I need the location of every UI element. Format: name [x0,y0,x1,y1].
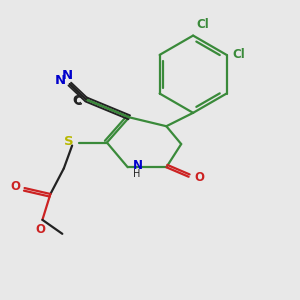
Text: O: O [10,180,20,193]
Text: S: S [64,136,73,148]
Text: O: O [35,224,45,236]
Text: N: N [62,69,73,82]
Text: C: C [72,94,81,106]
Text: N: N [55,74,66,87]
Text: Cl: Cl [232,48,245,62]
Text: C: C [73,95,82,108]
Text: O: O [194,171,204,184]
Text: H: H [133,169,140,179]
Text: Cl: Cl [197,18,209,31]
Text: N: N [133,159,143,172]
